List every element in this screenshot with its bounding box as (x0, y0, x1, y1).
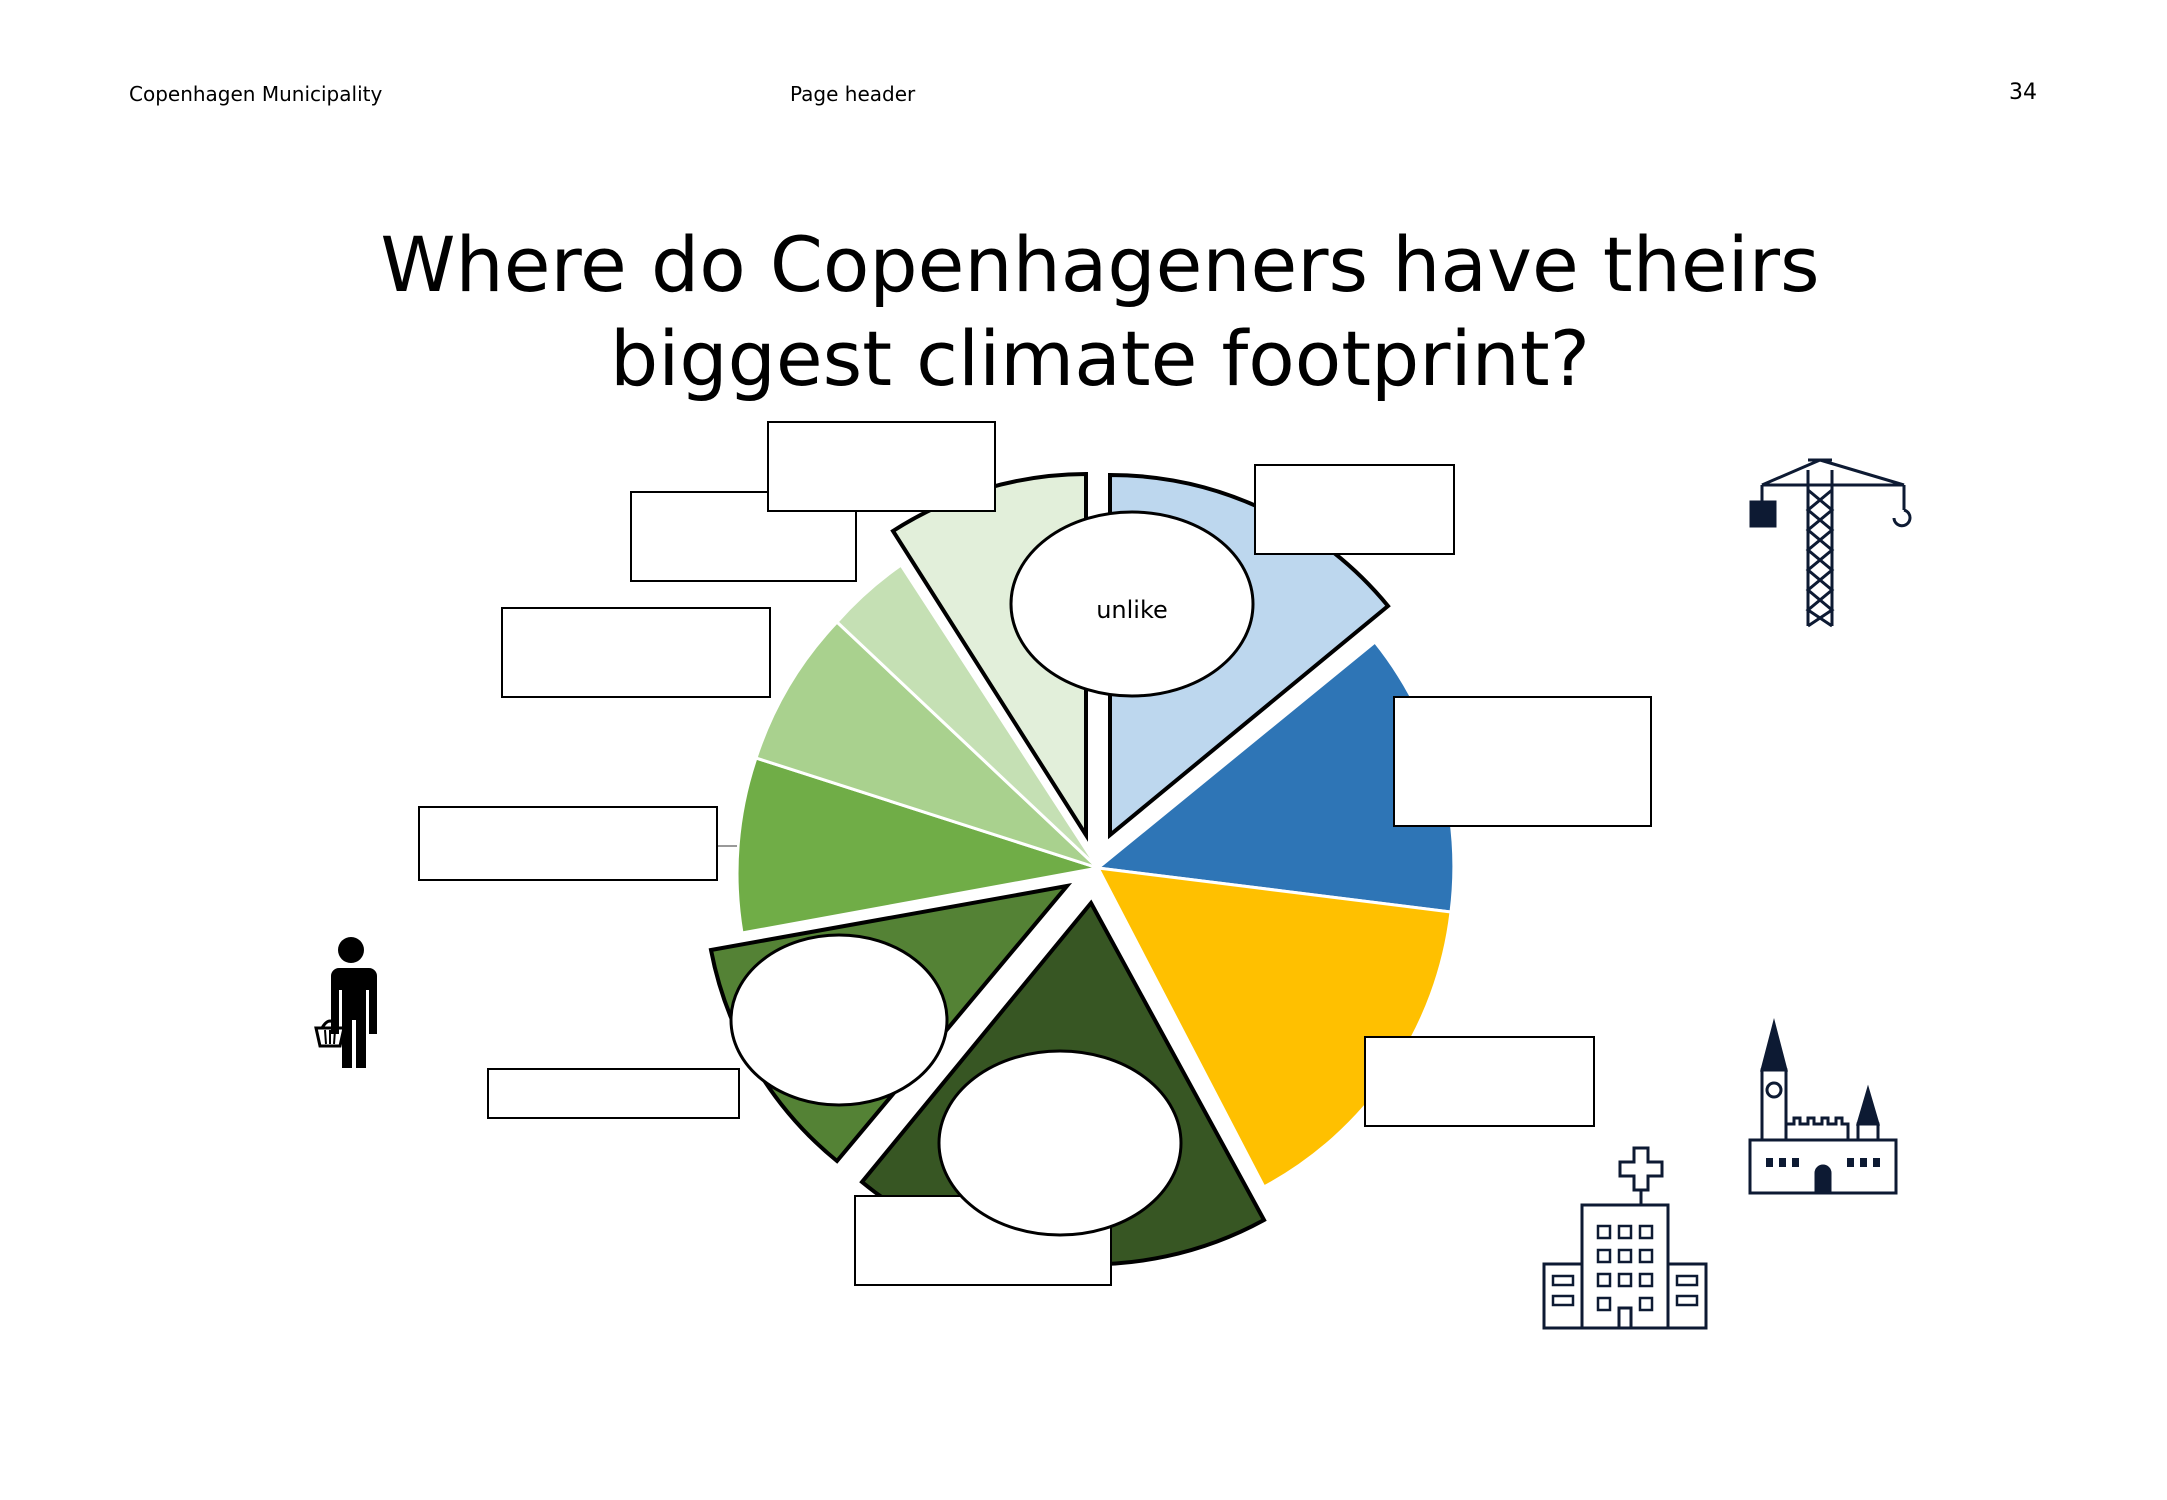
ovals (729, 510, 1255, 1237)
slice-pale-green (834, 562, 1100, 870)
label-box-6[interactable] (418, 806, 718, 881)
page-header-label: Page header (790, 82, 916, 106)
church-icon (1748, 1018, 1898, 1195)
slice-light-green (754, 619, 1100, 870)
oval-1[interactable] (1009, 510, 1255, 698)
hospital-icon (1542, 1146, 1708, 1330)
label-box-5[interactable] (1393, 696, 1652, 827)
page-title: Where do Copenhageners have theirs bigge… (300, 218, 1900, 406)
label-box-7[interactable] (1364, 1036, 1595, 1127)
label-box-8[interactable] (487, 1068, 740, 1119)
header-organization: Copenhagen Municipality (129, 82, 383, 106)
slice-medium-green (735, 756, 1099, 935)
oval-2[interactable] (729, 933, 949, 1107)
title-line-2: biggest climate footprint? (610, 314, 1590, 403)
person-with-basket-icon (314, 937, 377, 1068)
title-line-1: Where do Copenhageners have theirs (380, 220, 1820, 309)
label-box-4[interactable] (501, 607, 771, 698)
oval-3[interactable] (937, 1049, 1183, 1237)
page-number: 34 (2009, 80, 2037, 105)
label-box-2[interactable] (767, 421, 996, 512)
oval-1-label: unlike (1096, 596, 1168, 624)
crane-icon (1749, 458, 1912, 628)
label-box-3[interactable] (1254, 464, 1455, 555)
